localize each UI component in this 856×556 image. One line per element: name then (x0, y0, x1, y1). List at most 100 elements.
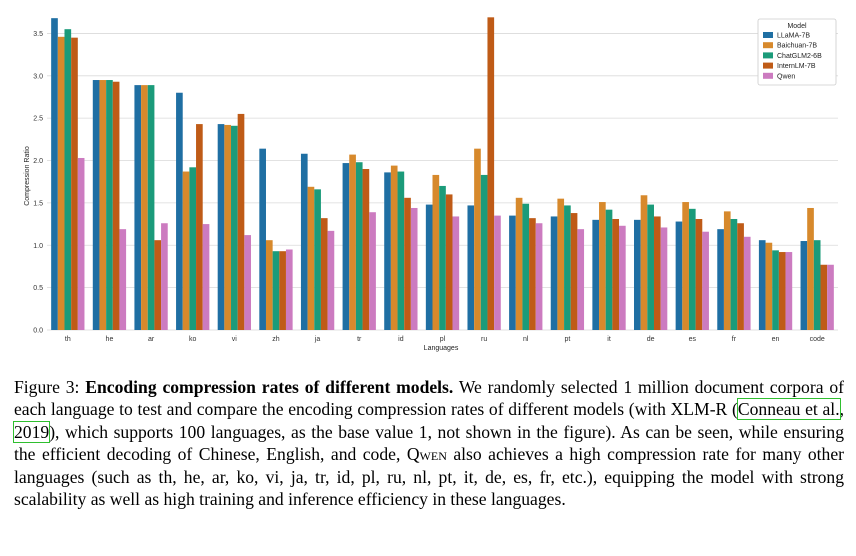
bar-qwen-zh (285, 249, 293, 330)
caption-text-3: also achieves a high compression rate fo… (14, 444, 845, 510)
bar-llama-7b-nl (509, 215, 516, 330)
x-tick-label: ja (314, 336, 321, 343)
legend: Model LLaMA-7B Baichuan-7B ChatGLM2-6B Inte… (757, 18, 837, 86)
x-tick-label: id (398, 336, 404, 343)
bar-llama-7b-id (384, 172, 391, 330)
bar-llama-7b-zh (259, 148, 266, 330)
bar-baichuan-7b-id (390, 165, 398, 330)
bar-qwen-pl (452, 216, 460, 330)
axes: 0.0 0.5 1.0 1.5 2.0 2.5 3.0 3.5 th he ar ko vi zh ja tr… (33, 31, 825, 343)
caption-text-2: ), which supports 100 languages, as the … (14, 421, 844, 465)
bar-baichuan-7b-es (682, 202, 689, 330)
bar-llama-7b-fr (717, 229, 724, 330)
bar-chatglm2-6b-ko (189, 167, 197, 330)
bar-qwen-ko (202, 224, 210, 330)
bars (51, 17, 834, 331)
legend-label: Qwen (777, 73, 795, 80)
bar-llama-7b-ru (467, 205, 475, 330)
bar-qwen-pt (577, 229, 585, 330)
y-tick-label: 2.5 (33, 116, 43, 123)
x-axis-title: Languages (424, 345, 459, 352)
bar-chatglm2-6b-zh (272, 251, 280, 330)
x-tick-label: pl (440, 336, 446, 343)
citation-author-link[interactable]: Conneau et al. (736, 398, 841, 421)
y-tick-label: 0.5 (33, 285, 43, 292)
bar-chatglm2-6b-th (64, 29, 72, 331)
bar-baichuan-7b-vi (224, 124, 232, 330)
x-tick-label: ko (189, 336, 197, 343)
bar-chatglm2-6b-he (106, 80, 113, 331)
x-tick-label: vi (232, 336, 238, 343)
x-tick-label: en (772, 336, 780, 343)
bar-llama-7b-en (758, 240, 766, 330)
y-tick-label: 1.5 (33, 200, 43, 207)
bar-chatglm2-6b-tr (355, 162, 363, 330)
bar-internlm-7b-ja (320, 218, 328, 330)
legend-box (757, 18, 837, 86)
legend-label: LLaMA-7B (777, 33, 810, 40)
qwen-name: Qwen (406, 444, 447, 465)
legend-swatch (763, 72, 773, 79)
bar-baichuan-7b-pt (557, 198, 565, 330)
x-tick-label: th (65, 336, 71, 343)
bar-chatglm2-6b-ar (147, 85, 155, 330)
bar-internlm-7b-es (695, 218, 703, 330)
bar-chatglm2-6b-de (647, 204, 654, 330)
bar-internlm-7b-ru (487, 17, 495, 331)
bar-baichuan-7b-tr (349, 154, 356, 330)
bar-baichuan-7b-nl (515, 197, 523, 330)
bar-baichuan-7b-it (599, 202, 606, 330)
legend-label: InternLM-7B (777, 63, 816, 70)
bar-qwen-es (702, 231, 709, 330)
bar-chatglm2-6b-id (397, 171, 405, 330)
bar-qwen-ar (161, 223, 168, 330)
bar-qwen-de (660, 227, 668, 330)
bar-baichuan-7b-fr (723, 211, 731, 330)
bar-qwen-he (119, 229, 127, 330)
legend-swatch (763, 32, 773, 38)
bar-chatglm2-6b-nl (522, 203, 530, 330)
bar-baichuan-7b-he (99, 80, 107, 331)
legend-swatch (763, 52, 773, 59)
figure-caption: Figure 3: Encoding compression rates of … (12, 376, 845, 510)
x-tick-label: code (810, 336, 825, 343)
bar-chatglm2-6b-code (813, 240, 821, 330)
x-tick-label: fr (732, 336, 737, 343)
bar-internlm-7b-it (612, 218, 620, 330)
citation-year-link[interactable]: 2019 (12, 420, 51, 443)
bar-baichuan-7b-ar (141, 85, 148, 330)
bar-llama-7b-he (92, 80, 100, 331)
bar-baichuan-7b-pl (432, 174, 440, 330)
bar-qwen-vi (244, 235, 251, 330)
bar-chatglm2-6b-fr (730, 218, 738, 330)
bar-internlm-7b-de (653, 216, 661, 330)
bar-internlm-7b-ar (154, 240, 162, 330)
y-tick-label: 0.0 (33, 328, 43, 335)
bar-llama-7b-de (634, 219, 641, 330)
bar-internlm-7b-nl (529, 218, 536, 330)
bar-qwen-code (827, 264, 834, 330)
bar-qwen-en (785, 252, 793, 330)
bar-chatglm2-6b-pt (564, 205, 571, 330)
bar-llama-7b-it (592, 219, 600, 330)
x-tick-label: tr (357, 336, 362, 343)
bar-llama-7b-vi (217, 124, 225, 330)
legend-label: ChatGLM2-6B (777, 53, 822, 60)
bar-internlm-7b-th (71, 37, 78, 330)
bar-qwen-ru (494, 215, 501, 330)
bar-baichuan-7b-ko (182, 171, 190, 330)
caption-text-1: We randomly selected 1 million document … (14, 377, 844, 420)
x-tick-label: pt (564, 336, 570, 343)
bar-llama-7b-ko (176, 92, 183, 330)
bar-internlm-7b-pt (570, 213, 578, 330)
bar-llama-7b-th (51, 18, 58, 330)
bar-internlm-7b-id (404, 197, 411, 330)
bar-qwen-ja (327, 230, 335, 330)
x-tick-label: it (607, 336, 611, 343)
bar-internlm-7b-vi (237, 113, 245, 330)
bar-baichuan-7b-en (765, 242, 773, 330)
bar-llama-7b-tr (342, 163, 350, 330)
bar-qwen-it (619, 225, 626, 330)
compression-bar-chart: 0.0 0.5 1.0 1.5 2.0 2.5 3.0 3.5 th he ar ko vi zh ja tr… (24, 17, 838, 352)
x-tick-label: ar (148, 336, 155, 343)
